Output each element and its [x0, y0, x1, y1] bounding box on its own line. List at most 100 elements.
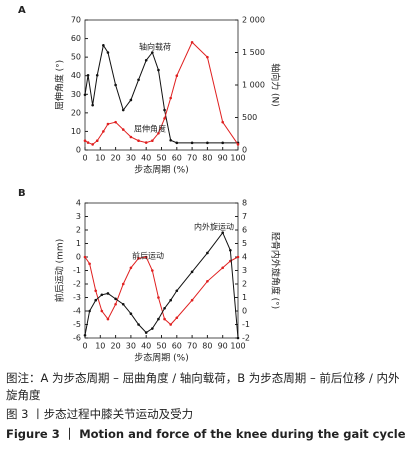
- y-tick-label: 50: [71, 53, 81, 62]
- y-tick-label: -3: [73, 293, 81, 302]
- x-tick-label: 100: [230, 342, 245, 351]
- data-point: [144, 59, 148, 62]
- y-tick-label: -4: [73, 307, 81, 316]
- data-point: [102, 130, 105, 133]
- data-point: [163, 317, 166, 321]
- data-point: [206, 280, 209, 283]
- data-point: [114, 83, 117, 87]
- x-tick-label: 20: [111, 154, 121, 163]
- data-point: [94, 289, 98, 293]
- x-axis-label: 步态周期 (%): [134, 164, 188, 176]
- y-tick-label: -1: [73, 266, 81, 275]
- data-point: [190, 40, 194, 44]
- data-point: [163, 108, 166, 112]
- y-tick-label: -6: [73, 334, 81, 343]
- data-point: [157, 68, 160, 72]
- data-point: [236, 143, 240, 146]
- y-tick-label: 30: [71, 90, 81, 99]
- y2-tick-label: 8: [242, 199, 247, 208]
- y2-axis-label: 轴向力 (N): [270, 63, 282, 107]
- panel-label: B: [18, 188, 26, 199]
- x-tick-label: 40: [141, 342, 151, 351]
- data-point: [157, 317, 160, 321]
- x-tick-label: 10: [95, 154, 105, 163]
- data-point: [137, 139, 140, 143]
- data-point: [86, 73, 90, 77]
- data-point: [175, 316, 179, 320]
- y2-tick-label: 1: [242, 293, 247, 302]
- y-tick-label: 0: [76, 146, 81, 155]
- data-point: [114, 302, 117, 306]
- y-tick-label: 60: [71, 34, 81, 43]
- data-point: [121, 128, 125, 131]
- y-tick-label: -5: [73, 320, 81, 329]
- data-point: [95, 73, 99, 77]
- y-tick-label: 40: [71, 71, 81, 80]
- data-point: [91, 103, 94, 107]
- data-point: [157, 131, 160, 135]
- y-tick-label: 1: [76, 239, 81, 248]
- y-tick-label: 20: [71, 108, 81, 117]
- data-point: [175, 289, 179, 293]
- caption-title-cn: 图 3 丨步态过程中膝关节运动及受力: [6, 407, 194, 421]
- data-point: [190, 270, 194, 274]
- y2-tick-label: 5: [242, 239, 247, 248]
- y-axis-label: 屈伸角度 (°): [54, 60, 66, 110]
- figure: A0 10 20 30 40 50 60 70 80 90 10001020304050607005…: [18, 5, 282, 363]
- data-point: [144, 331, 148, 334]
- data-point: [83, 255, 87, 259]
- y-tick-label: 4: [76, 199, 81, 208]
- x-tick-label: 90: [218, 342, 228, 351]
- panel-label: A: [18, 5, 26, 16]
- data-point: [102, 44, 105, 47]
- y-tick-label: 3: [76, 212, 81, 221]
- series-annotation: 前后运动: [132, 251, 164, 261]
- data-point: [129, 312, 133, 316]
- x-tick-label: 0: [82, 342, 87, 351]
- data-point: [151, 269, 154, 272]
- data-point: [236, 255, 240, 259]
- data-point: [114, 297, 117, 301]
- x-tick-label: 70: [187, 342, 197, 351]
- y2-tick-label: 2: [242, 280, 247, 289]
- data-point: [106, 292, 110, 295]
- caption-title-en: Figure 3 ｜ Motion and force of the knee …: [6, 427, 406, 441]
- y-tick-label: 10: [71, 127, 81, 136]
- data-point: [106, 51, 110, 54]
- data-point: [169, 96, 172, 100]
- data-point: [190, 298, 194, 302]
- data-point: [144, 255, 148, 259]
- x-tick-label: 100: [230, 154, 245, 163]
- data-point: [129, 135, 133, 139]
- data-point: [169, 323, 172, 326]
- x-axis-label: 步态周期 (%): [134, 352, 188, 363]
- series-annotation: 内外旋运动: [194, 222, 234, 232]
- data-point: [157, 296, 160, 299]
- data-point: [100, 293, 104, 297]
- x-tick-label: 50: [156, 154, 166, 163]
- y2-tick-label: 2 000: [242, 16, 265, 25]
- data-point: [106, 317, 110, 321]
- data-point: [206, 55, 209, 59]
- data-point: [137, 323, 140, 326]
- series-annotation: 屈伸角度: [134, 124, 166, 134]
- x-tick-label: 80: [202, 342, 212, 351]
- y-tick-label: -2: [73, 280, 81, 289]
- data-point: [151, 139, 154, 143]
- y2-tick-label: 6: [242, 226, 247, 235]
- y2-tick-label: 0: [242, 307, 247, 316]
- data-point: [221, 266, 224, 270]
- x-tick-label: 60: [172, 154, 182, 163]
- data-point: [163, 117, 166, 120]
- x-tick-label: 90: [218, 154, 228, 163]
- data-point: [236, 336, 240, 340]
- data-point: [221, 120, 224, 124]
- data-point: [88, 262, 91, 266]
- data-point: [83, 334, 87, 337]
- data-point: [206, 141, 209, 145]
- y-tick-label: 70: [71, 16, 81, 25]
- data-point: [221, 141, 224, 145]
- y2-tick-label: 0: [242, 146, 247, 155]
- data-point: [151, 327, 154, 330]
